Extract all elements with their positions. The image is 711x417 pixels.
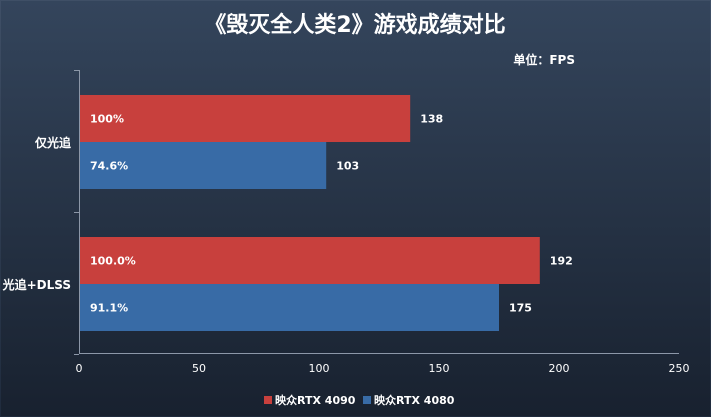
category-label-1: 光追+DLSS — [2, 277, 71, 292]
x-tick-label-1: 50 — [192, 362, 206, 375]
legend: 映众RTX 4090 映众RTX 4080 — [264, 393, 455, 407]
bar-1-1 — [80, 284, 499, 331]
x-tick-label-2: 100 — [309, 362, 330, 375]
bar-value-label-0-0: 138 — [420, 113, 443, 126]
legend-label-1: 映众RTX 4080 — [374, 393, 455, 407]
x-tick-label-0: 0 — [76, 362, 83, 375]
category-label-0: 仅光追 — [34, 135, 72, 150]
chart-title: 《毁灭全人类2》游戏成绩对比 — [204, 12, 505, 38]
legend-swatch-1 — [363, 396, 371, 404]
bar-percent-label-1-0: 100.0% — [90, 255, 136, 268]
bar-1-0 — [80, 237, 540, 284]
bar-percent-label-0-0: 100% — [90, 113, 124, 126]
bar-percent-label-1-1: 91.1% — [90, 302, 128, 315]
legend-swatch-0 — [264, 396, 272, 404]
x-tick-label-3: 150 — [429, 362, 450, 375]
x-tick-label-4: 200 — [549, 362, 570, 375]
bar-percent-label-0-1: 74.6% — [90, 160, 128, 173]
bar-value-label-1-0: 192 — [550, 255, 573, 268]
bar-value-label-0-1: 103 — [336, 160, 359, 173]
unit-label: 单位：FPS — [513, 52, 575, 67]
bar-value-label-1-1: 175 — [509, 302, 532, 315]
legend-label-0: 映众RTX 4090 — [275, 393, 356, 407]
bar-0-0 — [80, 95, 411, 142]
bar-0-1 — [80, 142, 327, 189]
x-tick-label-5: 250 — [669, 362, 690, 375]
